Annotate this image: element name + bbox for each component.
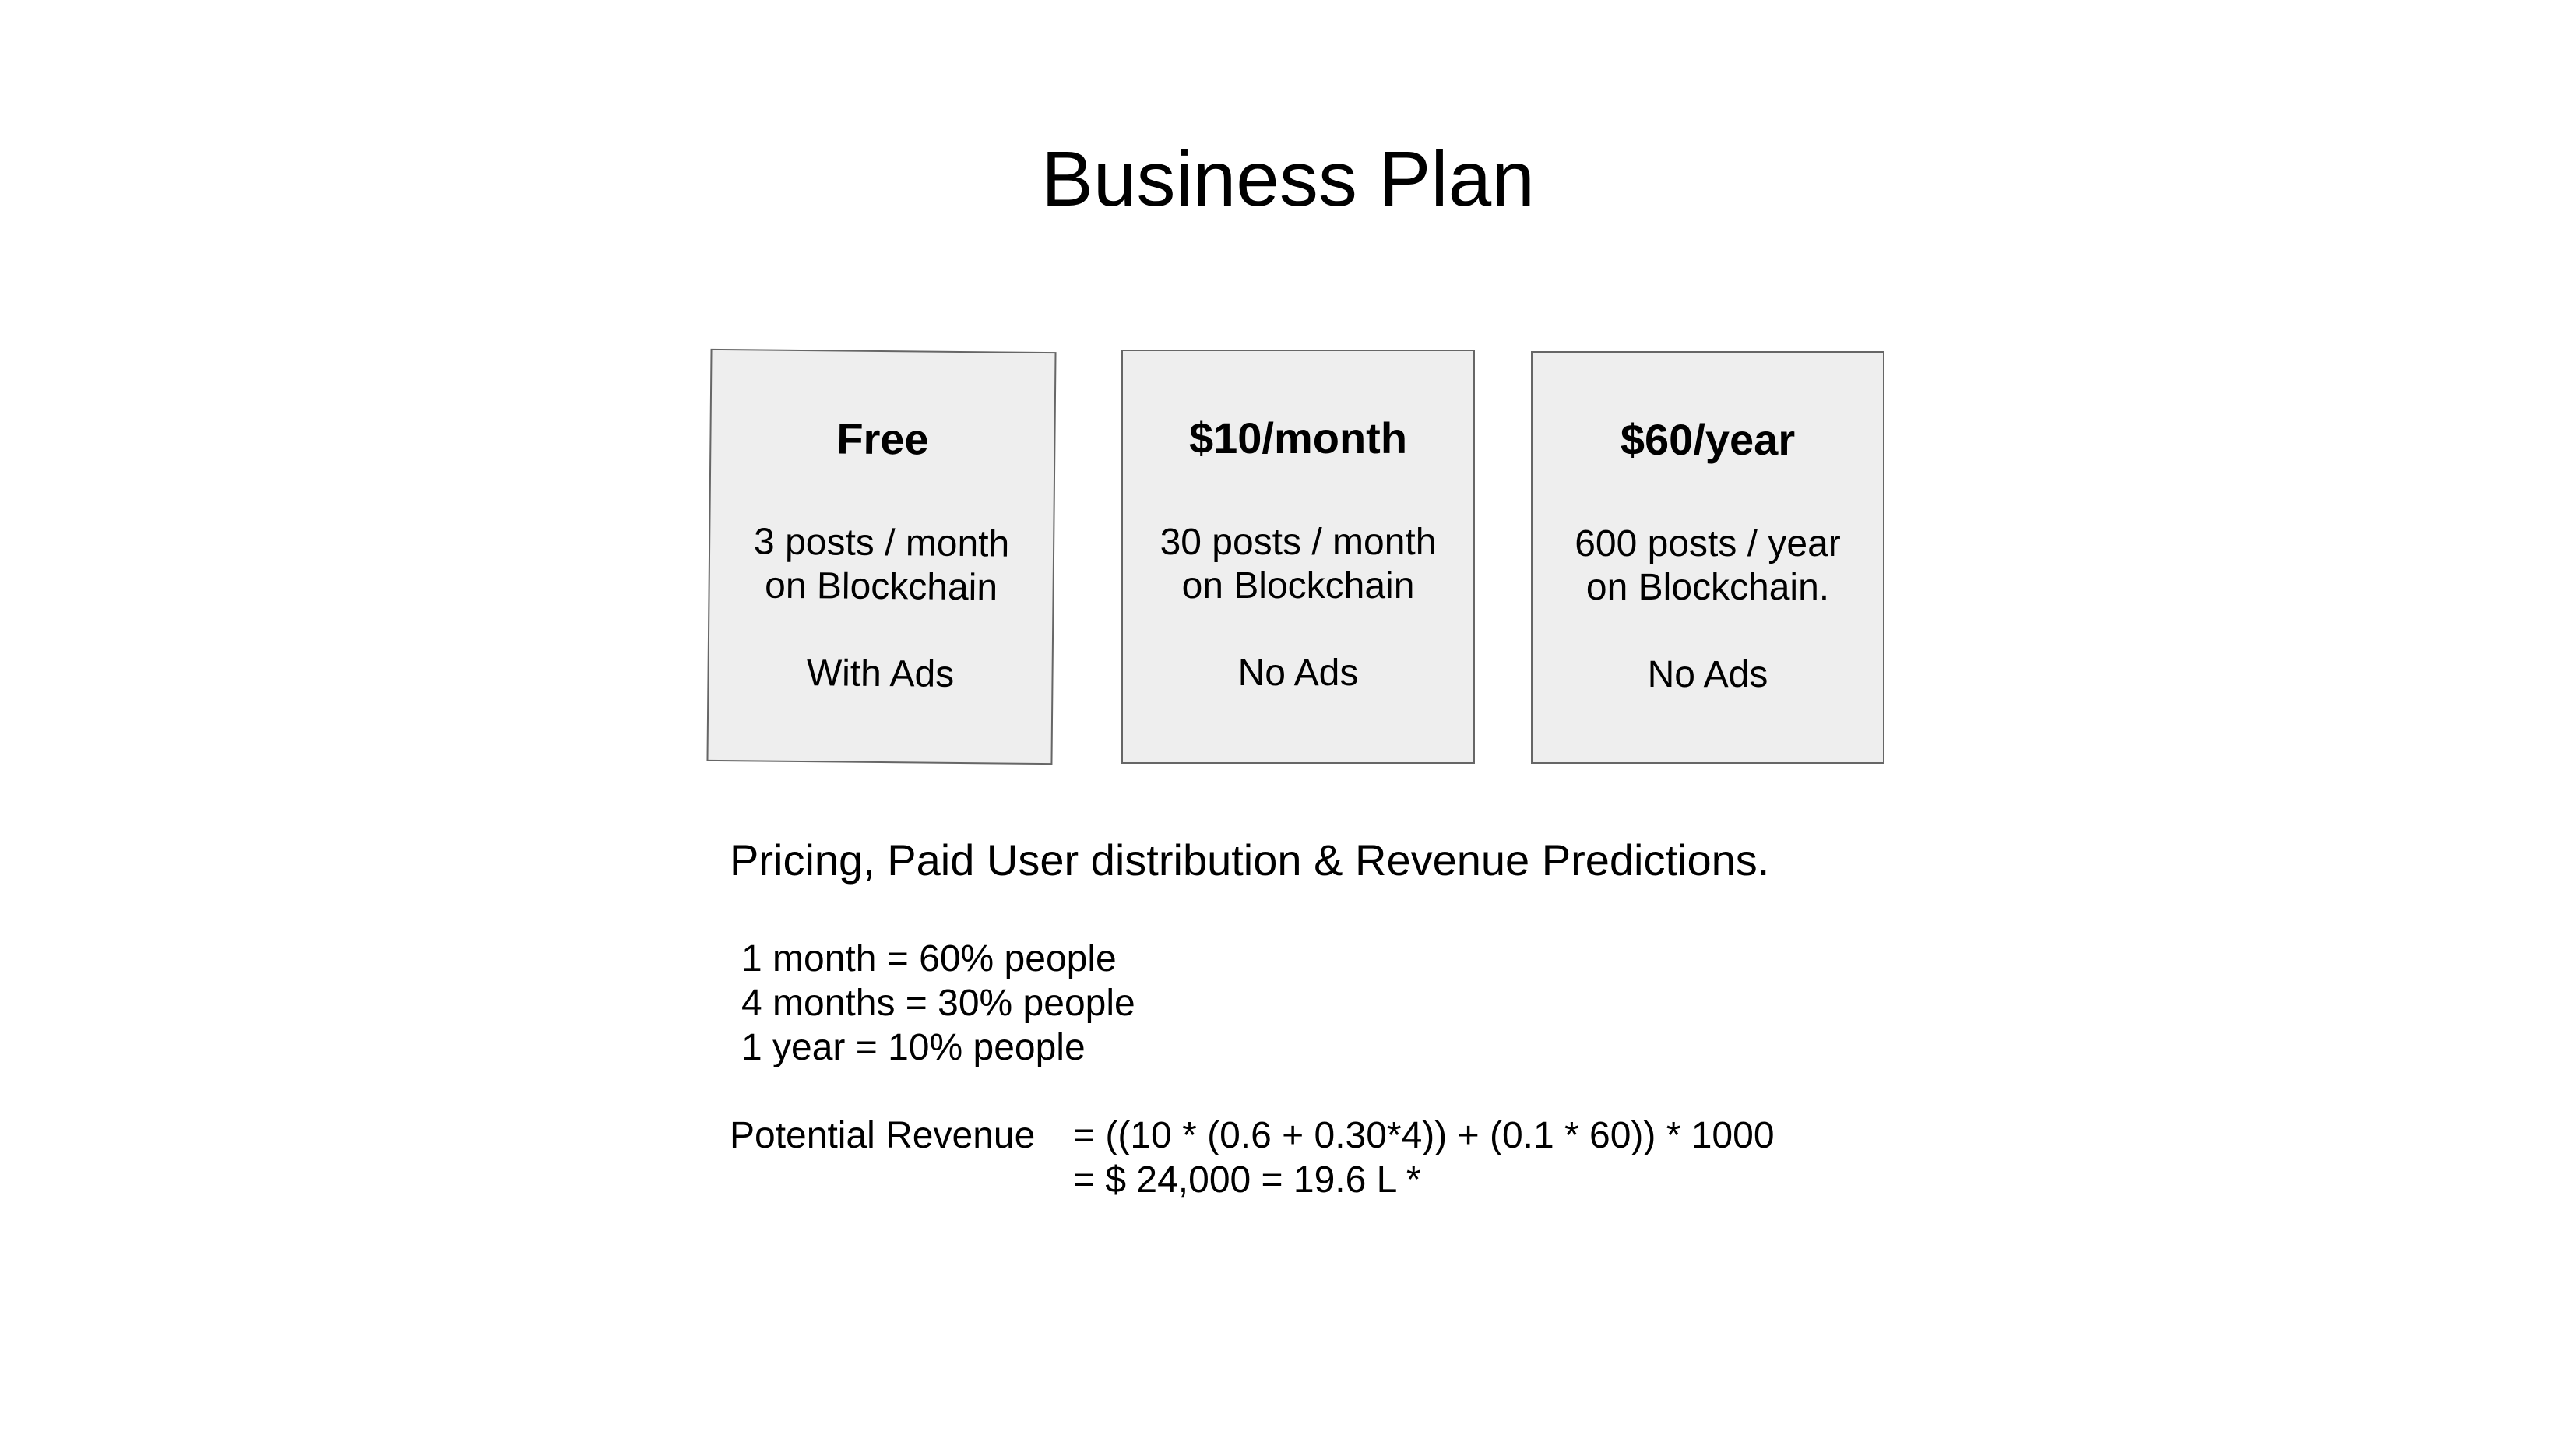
plan-ads: No Ads bbox=[1237, 652, 1359, 694]
plan-posts: 30 posts / month on Blockchain bbox=[1123, 521, 1473, 608]
plan-posts-line-2: on Blockchain bbox=[1181, 565, 1415, 607]
plan-ads: With Ads bbox=[806, 652, 955, 695]
distribution-item: 1 month = 60% people bbox=[741, 938, 1117, 979]
plan-posts: 3 posts / month on Blockchain bbox=[709, 520, 1053, 610]
distribution-item: 4 months = 30% people bbox=[741, 983, 1135, 1024]
revenue-formula: = ((10 * (0.6 + 0.30*4)) + (0.1 * 60)) *… bbox=[1073, 1115, 1775, 1156]
revenue-result: = $ 24,000 = 19.6 L * bbox=[1073, 1159, 1421, 1201]
plan-price: $60/year bbox=[1620, 415, 1796, 464]
plan-posts-line-1: 3 posts / month bbox=[753, 521, 1010, 565]
plan-card-monthly: $10/month 30 posts / month on Blockchain… bbox=[1121, 350, 1475, 764]
plan-posts: 600 posts / year on Blockchain. bbox=[1533, 522, 1883, 610]
plan-price: $10/month bbox=[1188, 413, 1408, 462]
revenue-label: Potential Revenue bbox=[730, 1115, 1036, 1156]
plan-posts-line-2: on Blockchain bbox=[764, 564, 998, 609]
plan-posts-line-1: 30 posts / month bbox=[1160, 522, 1437, 563]
plan-posts-line-2: on Blockchain. bbox=[1585, 567, 1830, 608]
plan-card-free: Free 3 posts / month on Blockchain With … bbox=[706, 348, 1057, 765]
plan-price: Free bbox=[836, 413, 929, 464]
slide-title: Business Plan bbox=[1041, 135, 1535, 223]
section-heading: Pricing, Paid User distribution & Revenu… bbox=[730, 835, 1770, 885]
plan-ads: No Ads bbox=[1647, 654, 1768, 695]
plan-posts-line-1: 600 posts / year bbox=[1575, 523, 1841, 564]
distribution-item: 1 year = 10% people bbox=[741, 1027, 1086, 1068]
user-distribution-list: 1 month = 60% people 4 months = 30% peop… bbox=[741, 937, 1135, 1070]
plan-card-yearly: $60/year 600 posts / year on Blockchain.… bbox=[1531, 351, 1884, 764]
